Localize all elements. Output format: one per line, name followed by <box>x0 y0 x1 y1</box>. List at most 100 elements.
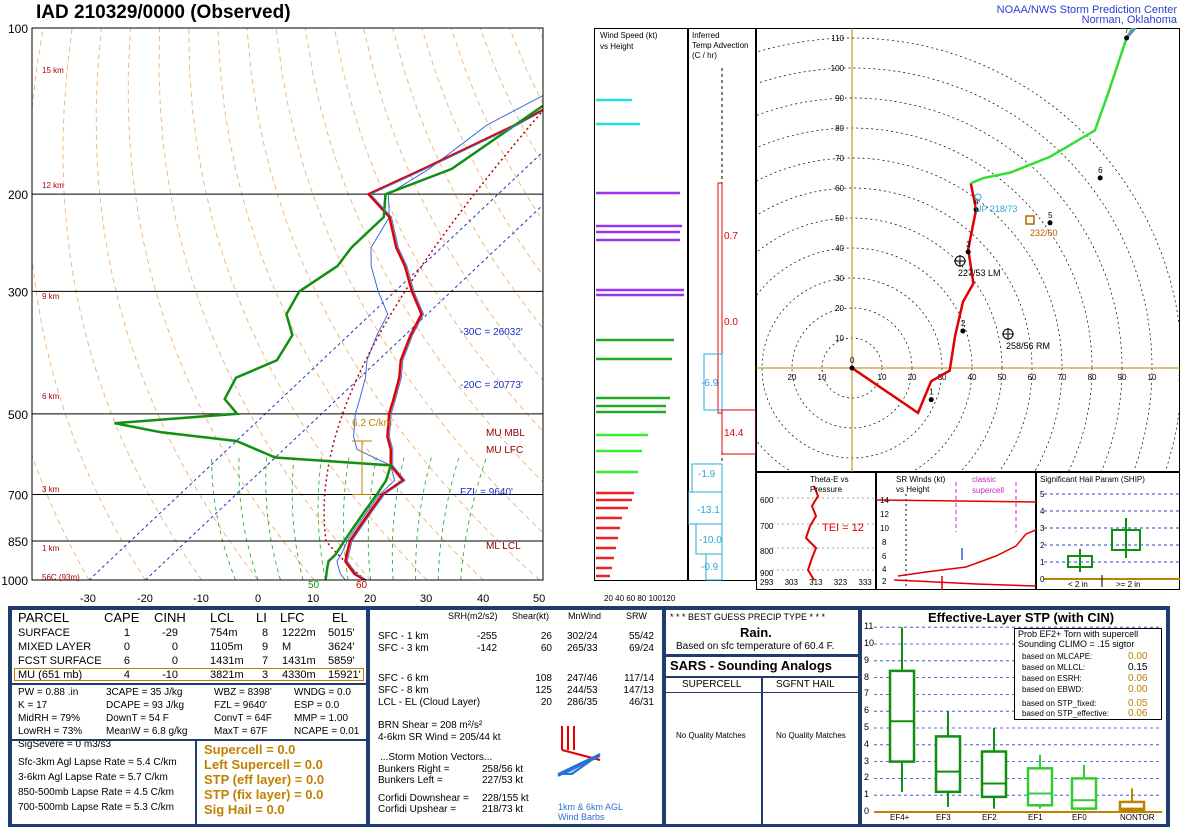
hodo-lm-label: 227/53 LM <box>958 268 1001 278</box>
theta-p-tick: 700 <box>760 522 774 531</box>
ws-tick: 120 <box>661 594 676 603</box>
stp-based-label: based on MLLCL: <box>1022 663 1086 672</box>
stp-based-label: based on STP_fixed: <box>1022 699 1097 708</box>
stp-y-tick: 6 <box>864 705 870 716</box>
hodo-x-label: 10 <box>878 373 887 382</box>
composite-index: STP (eff layer) = 0.0 <box>204 772 325 787</box>
temp-tick: 30 <box>420 593 433 605</box>
thermo-param: WNDG = 0.0 <box>294 687 351 698</box>
hdr-lcl: LCL <box>210 610 234 625</box>
thermo-param: PW = 0.88 .in <box>18 687 79 698</box>
kin-srh: -142 <box>476 643 497 654</box>
temp-advection-panel <box>688 28 756 581</box>
stp-based-value: 0.00 <box>1128 651 1148 662</box>
sr-h-tick: 2 <box>882 577 887 586</box>
stp-y-tick: 7 <box>864 688 870 699</box>
kin-srh: -255 <box>476 631 497 642</box>
dry-adiabat <box>188 28 428 580</box>
thermo-param: ConvT = 64F <box>214 713 272 724</box>
dry-adiabat <box>127 28 315 580</box>
sr-title-1: SR Winds (kt) <box>896 475 946 484</box>
kin-mnwind: 286/35 <box>567 697 598 708</box>
hodo-ring-label: 80 <box>835 124 844 133</box>
stp-based-value: 0.05 <box>1128 698 1148 709</box>
stp-y-tick: 11 <box>864 621 874 632</box>
wind-barb <box>546 567 568 580</box>
theta-title-1: Theta-E vs <box>810 475 849 484</box>
stp-category: EF1 <box>1028 813 1043 822</box>
hodo-x-label: 20 <box>908 373 917 382</box>
pressure-label: 200 <box>8 188 28 202</box>
hdr-parcel: PARCEL <box>18 610 70 625</box>
stp-box <box>980 728 1008 809</box>
lapse-rate-label: 6.2 C/km <box>352 418 393 429</box>
thermo-param: SigSevere = 0 m3/s3 <box>18 739 112 750</box>
composite-index: Supercell = 0.0 <box>204 742 296 757</box>
hdr-cape: CAPE <box>104 610 140 625</box>
thermo-cell: 15921' <box>328 669 361 681</box>
hodo-point-label: 3 <box>966 240 971 249</box>
moist-adiabat <box>265 457 281 580</box>
stp-y-tick: 2 <box>864 772 870 783</box>
thermo-cell: 1431m <box>282 655 316 667</box>
kin-shear: 108 <box>535 673 552 684</box>
storm-vector-label: Bunkers Right = <box>378 764 450 775</box>
thermo-cell: FCST SURFACE <box>18 655 102 667</box>
ws-tick: 20 <box>604 594 613 603</box>
sr-h-tick: 8 <box>882 538 887 547</box>
stp-info-box <box>1014 628 1162 720</box>
temp-tick: 50 <box>533 593 546 605</box>
dry-adiabat <box>32 28 146 580</box>
storm-vector-value: 227/53 kt <box>482 775 524 786</box>
pressure-label: 500 <box>8 408 28 422</box>
stp-y-tick: 0 <box>864 806 870 816</box>
moist-adiabat <box>437 457 460 580</box>
stp-y-tick: 8 <box>864 671 870 682</box>
hodo-ring-label: 60 <box>835 184 844 193</box>
lapse-rate: Sfc-3km Agl Lapse Rate = 5.4 C/km <box>18 757 177 768</box>
stp-y-tick: 10 <box>864 638 875 648</box>
storm-vector-value: 228/155 kt <box>482 793 529 804</box>
pressure-label: 300 <box>8 285 28 299</box>
sr-h-tick: 12 <box>880 510 889 519</box>
stp-y-tick: 4 <box>864 738 870 749</box>
wind-barb <box>546 542 568 555</box>
thermo-param: DCAPE = 93 J/kg <box>106 700 185 711</box>
wind-barb <box>546 279 568 292</box>
kin-label: SFC - 6 km <box>378 673 429 684</box>
wind-barb <box>546 555 568 568</box>
stp-chart <box>874 626 1162 813</box>
wind-barb <box>546 359 568 372</box>
storm-vector-label: Corfidi Downshear = <box>378 793 469 804</box>
sars-msg-1: No Quality Matches <box>676 731 746 740</box>
lapse-rate: 3-6km Agl Lapse Rate = 5.7 C/km <box>18 772 168 783</box>
ship-title: Significant Hail Param (SHIP) <box>1040 475 1145 484</box>
precip-title: * * * BEST GUESS PRECIP TYPE * * * <box>670 612 826 622</box>
ship-cat-2: >= 2 in <box>1116 580 1141 589</box>
lapse-rate: 700-500mb Lapse Rate = 5.3 C/km <box>18 802 174 813</box>
kin-srw: 117/14 <box>624 673 654 684</box>
pressure-label: 700 <box>8 488 28 502</box>
sr-title-2: vs Height <box>896 485 930 494</box>
temp-tick: -30 <box>80 593 96 605</box>
hodo-up-label: UP 218/73 <box>975 204 1018 214</box>
upshear-marker <box>974 193 982 201</box>
ship-y-tick: 4 <box>1040 507 1045 516</box>
isotherm-line <box>88 151 543 580</box>
bunkers-right-marker <box>1002 328 1014 340</box>
kin-label: SFC - 1 km <box>378 631 429 642</box>
hodo-point <box>973 207 979 213</box>
lapse-sep <box>195 739 197 824</box>
storm-vector-label: Bunkers Left = <box>378 775 443 786</box>
temp-adv-value: -6.9 <box>701 378 719 389</box>
thermo-cell: 3624' <box>328 641 355 653</box>
ship-y-tick: 5 <box>1040 490 1045 499</box>
precip-panel <box>666 610 858 654</box>
hdr-el: EL <box>332 610 348 625</box>
sars-col-hail: SGFNT HAIL <box>776 679 835 690</box>
stp-prob-1: Prob EF2+ Torn with supercell <box>1018 629 1139 639</box>
hodo-ring-label: 70 <box>835 154 844 163</box>
stp-box <box>1070 764 1098 811</box>
thermo-cell: M <box>282 641 292 653</box>
wind-barb <box>546 445 568 458</box>
